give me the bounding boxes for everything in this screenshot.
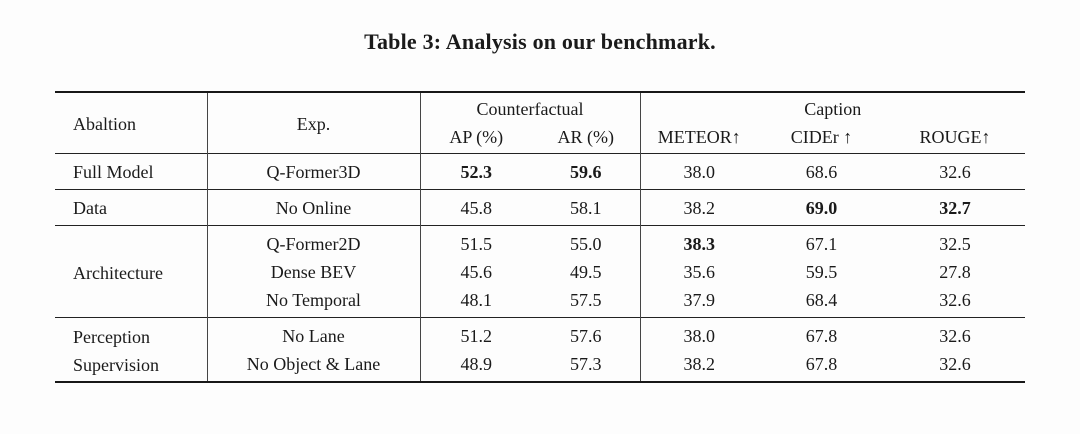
- header-caption-group: Caption: [639, 92, 1026, 123]
- cell-exp: No Object & Lane: [206, 349, 420, 382]
- cell-exp: Q-Former3D: [206, 153, 420, 190]
- cell-ap: 51.2: [419, 317, 532, 350]
- cell-cider: 67.8: [805, 353, 838, 374]
- cell-cider: 69.0: [805, 197, 838, 218]
- cell-ar: 58.1: [570, 197, 602, 218]
- header-row-metrics: AP (%) AR (%) METEOR↑ CIDEr ↑ ROUGE↑: [55, 123, 1025, 154]
- cell-cider: 67.8: [805, 325, 838, 346]
- cell-ar: 57.3: [570, 353, 602, 374]
- cell-exp: No Lane: [206, 317, 420, 350]
- cell-cider: 68.6: [805, 161, 838, 182]
- benchmark-table: Abaltion Exp. Counterfactual Caption AP …: [55, 91, 1026, 383]
- cell-exp: Q-Former2D: [206, 225, 420, 258]
- cell-ar: 49.5: [570, 261, 602, 282]
- cell-ap: 51.5: [419, 225, 532, 258]
- cell-exp: No Online: [206, 189, 420, 226]
- cell-rouge: 32.5: [939, 233, 971, 254]
- header-exp: Exp.: [206, 92, 420, 154]
- cell-cider: 67.1: [805, 233, 838, 254]
- cell-rouge: 27.8: [939, 261, 971, 282]
- cell-rouge: 32.6: [939, 161, 971, 182]
- header-cider: CIDEr ↑: [790, 127, 853, 147]
- table-group: Data No Online 45.8 58.1 38.2 69.0 32.7: [55, 189, 1026, 226]
- cell-ap: 48.1: [419, 285, 532, 318]
- cell-exp: Dense BEV: [206, 257, 420, 286]
- cell-ablation: Data: [73, 197, 107, 218]
- cell-ar: 57.6: [570, 325, 602, 346]
- table-row: Data No Online 45.8 58.1 38.2 69.0 32.7: [55, 189, 1025, 226]
- header-ar: AR (%): [557, 127, 615, 147]
- cell-ap: 45.6: [419, 257, 532, 286]
- cell-ablation: Perception Supervision: [73, 327, 160, 376]
- table-row: Dense BEV 45.6 49.5 35.6 59.5 27.8: [55, 257, 1025, 286]
- table-group: Full Model Q-Former3D 52.3 59.6 38.0 68.6 32.6: [55, 153, 1026, 190]
- cell-ar: 57.5: [570, 289, 602, 310]
- table-group: Architecture Q-Former2D 51.5 55.0 38.3 67.1 32…: [55, 225, 1026, 318]
- table-row: Full Model Q-Former3D 52.3 59.6 38.0 68.6 32.6: [55, 153, 1025, 190]
- header-rouge: ROUGE↑: [919, 127, 991, 147]
- table-caption: Table 3: Analysis on our benchmark.: [364, 29, 716, 54]
- cell-ar: 55.0: [570, 233, 602, 254]
- cell-rouge: 32.6: [939, 353, 971, 374]
- table-row: No Temporal 48.1 57.5 37.9 68.4 32.6: [55, 285, 1025, 318]
- table-row: No Object & Lane 48.9 57.3 38.2 67.8 32.6: [55, 349, 1025, 382]
- cell-exp: No Temporal: [206, 285, 420, 318]
- table-header: Abaltion Exp. Counterfactual Caption AP …: [55, 92, 1026, 154]
- header-row-groups: Abaltion Exp. Counterfactual Caption: [55, 92, 1026, 154]
- cell-meteor: 38.3: [639, 225, 758, 258]
- cell-ablation: Architecture: [73, 263, 163, 284]
- table-group: Perception Supervision No Lane 51.2 57.6 38.…: [55, 317, 1026, 382]
- cell-meteor: 38.0: [639, 153, 758, 190]
- header-ap: AP (%): [419, 123, 532, 154]
- cell-ap: 52.3: [419, 153, 532, 190]
- header-counterfactual-group: Counterfactual: [419, 92, 640, 123]
- cell-rouge: 32.7: [939, 197, 971, 218]
- cell-rouge: 32.6: [939, 289, 971, 310]
- header-ablation: Abaltion: [73, 114, 136, 134]
- cell-rouge: 32.6: [939, 325, 971, 346]
- table-row: Architecture Q-Former2D 51.5 55.0 38.3 67.1 32…: [55, 225, 1025, 283]
- cell-meteor: 37.9: [639, 285, 758, 318]
- cell-cider: 59.5: [805, 261, 838, 282]
- cell-meteor: 38.2: [639, 189, 758, 226]
- cell-cider: 68.4: [805, 289, 838, 310]
- cell-ablation: Full Model: [73, 161, 154, 182]
- cell-ap: 45.8: [419, 189, 532, 226]
- cell-meteor: 38.2: [639, 349, 758, 382]
- cell-ar: 59.6: [570, 161, 602, 182]
- cell-meteor: 35.6: [639, 257, 758, 286]
- header-meteor: METEOR↑: [639, 123, 758, 154]
- cell-ap: 48.9: [419, 349, 532, 382]
- table-row: Perception Supervision No Lane 51.2 57.6 38.…: [55, 317, 1025, 375]
- cell-meteor: 38.0: [639, 317, 758, 350]
